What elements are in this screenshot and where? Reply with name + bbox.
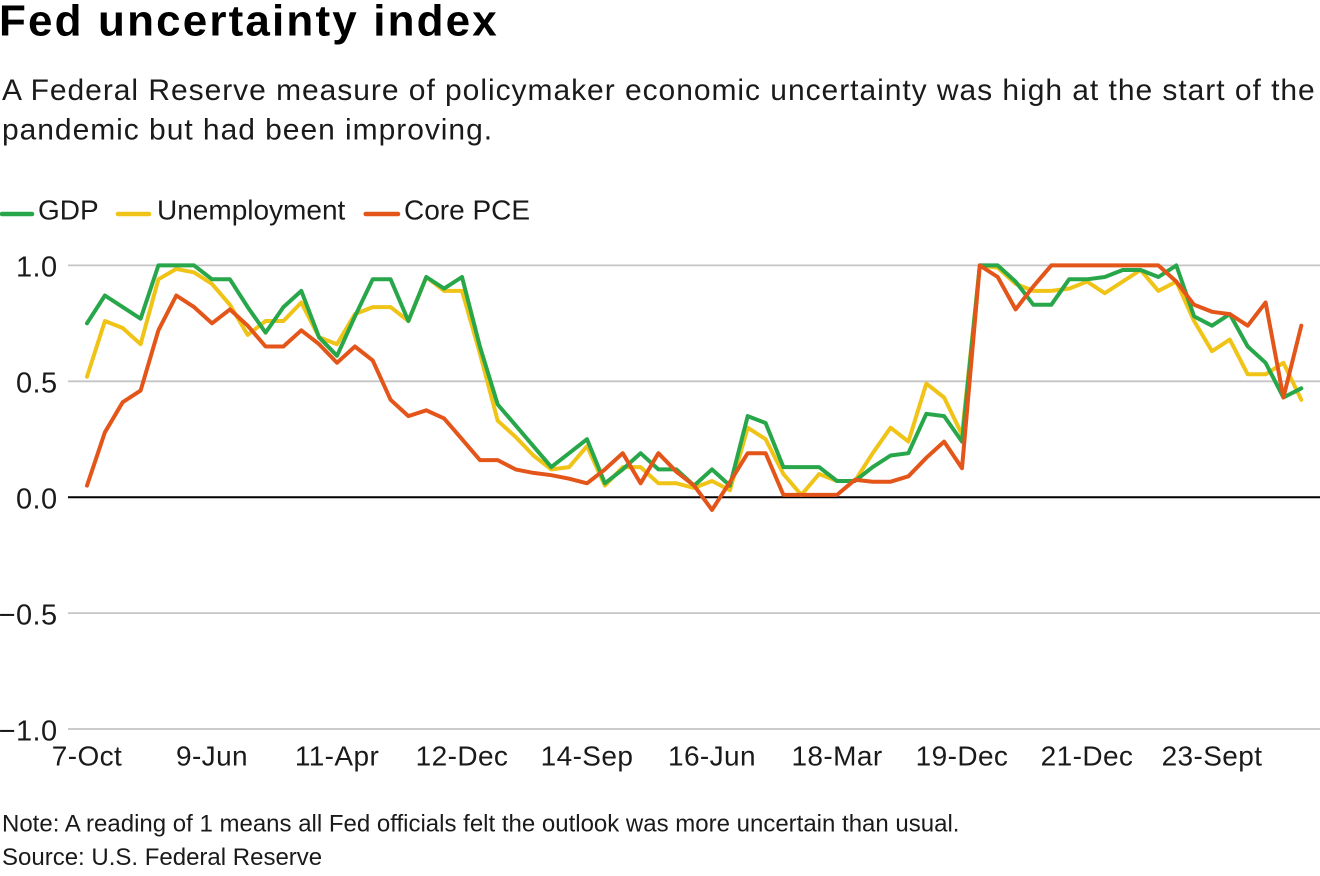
svg-text:14-Sep: 14-Sep <box>541 741 634 772</box>
svg-text:−1.0: −1.0 <box>0 715 58 747</box>
svg-text:Note: A reading of 1 means all: Note: A reading of 1 means all Fed offic… <box>2 810 959 837</box>
svg-text:Core PCE: Core PCE <box>404 195 530 226</box>
svg-text:21-Dec: 21-Dec <box>1041 741 1134 772</box>
svg-text:7-Oct: 7-Oct <box>52 741 122 772</box>
svg-text:23-Sept: 23-Sept <box>1162 741 1263 772</box>
svg-text:16-Jun: 16-Jun <box>668 741 756 772</box>
svg-text:19-Dec: 19-Dec <box>916 741 1009 772</box>
svg-text:−0.5: −0.5 <box>0 599 58 631</box>
svg-text:pandemic but had been improvin: pandemic but had been improving. <box>2 114 493 147</box>
svg-text:A Federal Reserve measure of p: A Federal Reserve measure of policymaker… <box>2 74 1316 107</box>
svg-text:0.0: 0.0 <box>16 484 58 516</box>
svg-text:Unemployment: Unemployment <box>157 195 346 226</box>
svg-text:18-Mar: 18-Mar <box>791 741 882 772</box>
svg-text:Fed uncertainty index: Fed uncertainty index <box>0 0 499 46</box>
svg-text:0.5: 0.5 <box>16 368 58 400</box>
svg-text:12-Dec: 12-Dec <box>416 741 509 772</box>
svg-text:1.0: 1.0 <box>16 252 58 284</box>
svg-text:9-Jun: 9-Jun <box>176 741 248 772</box>
svg-text:11-Apr: 11-Apr <box>295 741 379 772</box>
svg-text:GDP: GDP <box>38 195 99 226</box>
svg-text:Source: U.S. Federal Reserve: Source: U.S. Federal Reserve <box>2 844 322 871</box>
